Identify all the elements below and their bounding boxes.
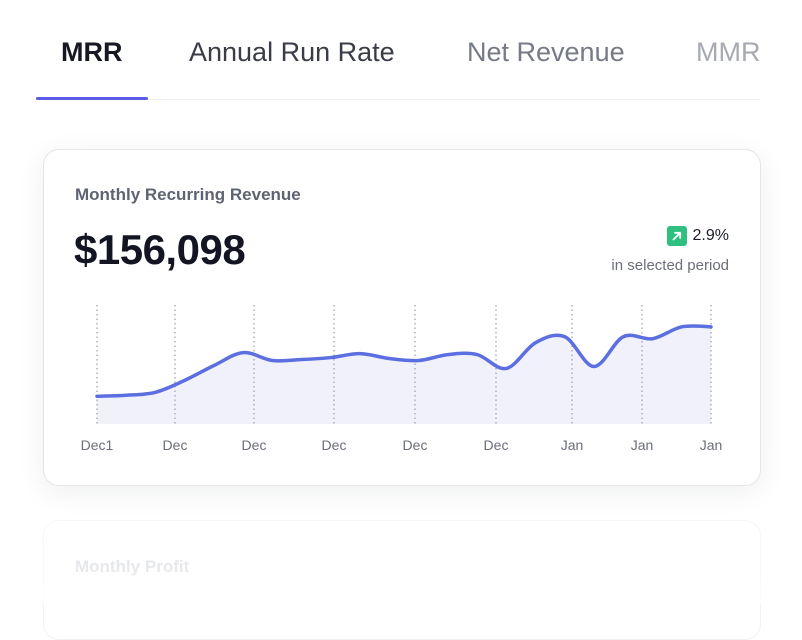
monthly-profit-card: Monthly Profit	[43, 520, 761, 640]
x-tick-label: Dec	[484, 437, 509, 453]
metric-tabs: MRR Annual Run Rate Net Revenue MMR	[36, 0, 760, 100]
tab-mrr[interactable]: MRR	[61, 37, 123, 67]
metric-value: $156,098	[74, 226, 246, 273]
x-tick-label: Jan	[561, 437, 584, 453]
period-label: in selected period	[611, 257, 729, 274]
x-tick-label: Jan	[631, 437, 654, 453]
change-badge: 2.9%	[666, 226, 729, 246]
mrr-card: Monthly Recurring Revenue $156,098 2.9% …	[43, 149, 761, 486]
x-tick-label: Jan	[700, 437, 723, 453]
x-tick-label: Dec1	[81, 437, 114, 453]
card2-title: Monthly Profit	[75, 557, 190, 576]
mrr-area-chart: Dec1 Dec Dec Dec Dec Dec Jan Jan Jan	[81, 305, 723, 453]
active-tab-indicator	[36, 97, 148, 100]
x-tick-label: Dec	[242, 437, 267, 453]
tab-annual-run-rate[interactable]: Annual Run Rate	[189, 37, 395, 67]
change-value: 2.9%	[692, 227, 729, 244]
area-fill	[97, 325, 711, 424]
x-tick-label: Dec	[163, 437, 188, 453]
tab-net-revenue[interactable]: Net Revenue	[467, 37, 625, 67]
tab-mmr[interactable]: MMR	[696, 37, 761, 67]
x-tick-label: Dec	[322, 437, 347, 453]
series-line	[95, 324, 713, 398]
x-tick-label: Dec	[403, 437, 428, 453]
arrow-up-right-icon	[666, 226, 687, 246]
card-title: Monthly Recurring Revenue	[75, 185, 301, 204]
